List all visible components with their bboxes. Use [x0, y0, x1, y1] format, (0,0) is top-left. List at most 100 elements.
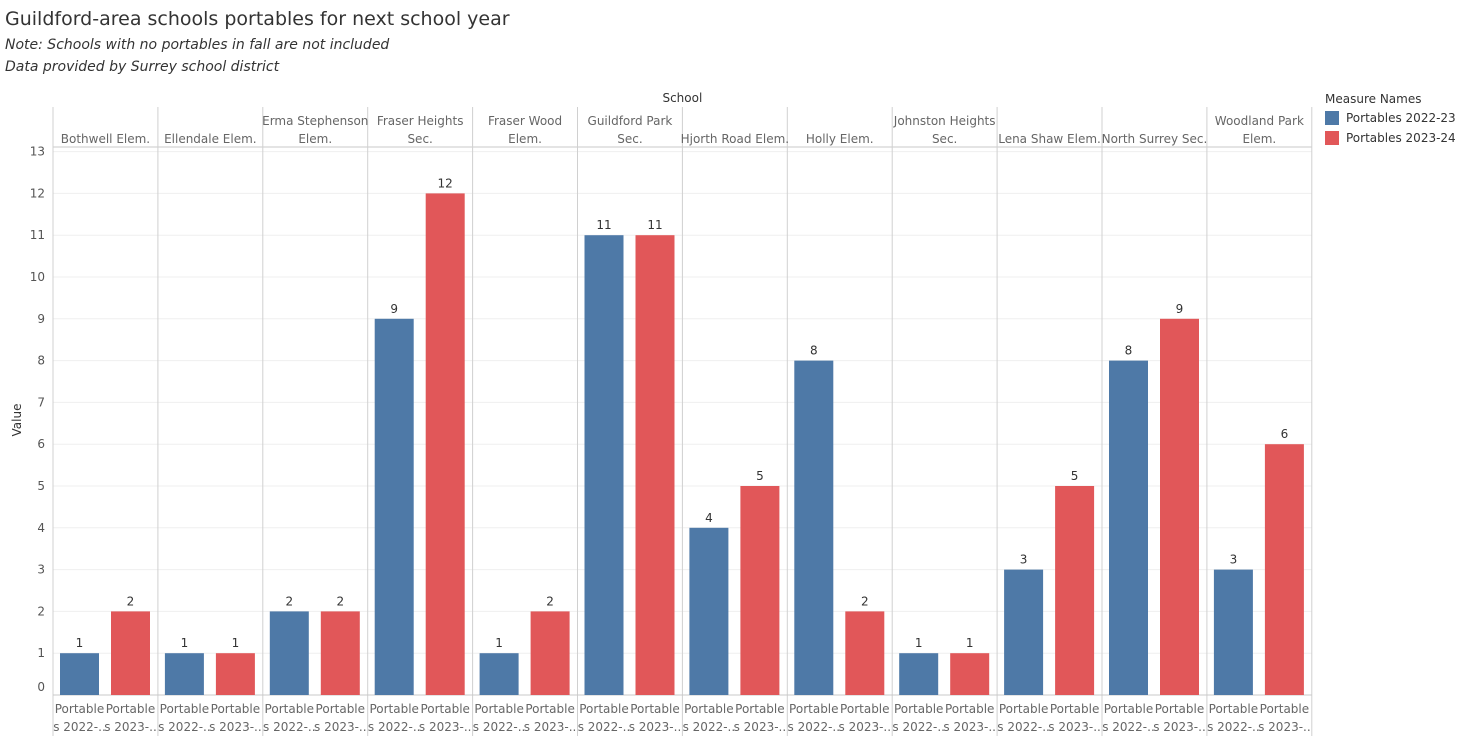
data-label: 6: [1281, 427, 1289, 441]
school-header-label: Holly Elem.: [806, 132, 874, 146]
x-tick-label: Portable: [1155, 702, 1204, 716]
chart-title: Guildford-area schools portables for nex…: [5, 8, 510, 30]
bar: [1055, 486, 1095, 695]
x-tick-label: Portable: [420, 702, 469, 716]
y-tick-label: 7: [37, 395, 45, 409]
bar: [584, 235, 624, 695]
chart-source: Data provided by Surrey school district: [5, 59, 280, 75]
x-tick-label: s 2022-..: [683, 720, 736, 734]
x-tick-label: s 2022-..: [788, 720, 841, 734]
legend-title: Measure Names: [1325, 92, 1422, 106]
x-tick-label: Portable: [525, 702, 574, 716]
y-tick-label: 8: [37, 354, 45, 368]
y-tick-label: 9: [37, 312, 45, 326]
legend-item-2022-23[interactable]: Portables 2022-23: [1325, 108, 1456, 128]
legend-label-2022-23: Portables 2022-23: [1346, 111, 1456, 125]
data-label: 9: [1176, 302, 1184, 316]
x-tick-label: s 2023-..: [734, 720, 787, 734]
bar: [635, 235, 675, 695]
data-label: 1: [181, 636, 189, 650]
bar: [479, 653, 519, 695]
legend-label-2023-24: Portables 2023-24: [1346, 131, 1456, 145]
bar: [899, 653, 939, 695]
data-label: 3: [1230, 553, 1238, 567]
x-tick-label: s 2023-..: [1258, 720, 1311, 734]
bar: [1264, 444, 1304, 695]
x-tick-label: Portable: [160, 702, 209, 716]
data-label: 2: [336, 594, 344, 608]
bar: [845, 611, 885, 695]
school-header-label: North Surrey Sec.: [1102, 132, 1208, 146]
school-header-label: Fraser Wood: [488, 114, 562, 128]
bar: [950, 653, 990, 695]
x-tick-label: Portable: [579, 702, 628, 716]
bar: [60, 653, 99, 695]
bar: [215, 653, 255, 695]
x-tick-label: Portable: [106, 702, 155, 716]
y-tick-label: 0: [37, 680, 45, 694]
x-tick-label: Portable: [474, 702, 523, 716]
data-label: 8: [810, 344, 818, 358]
x-tick-label: s 2022-..: [578, 720, 631, 734]
data-label: 1: [915, 636, 923, 650]
y-tick-label: 1: [37, 646, 45, 660]
school-header-label: Lena Shaw Elem.: [998, 132, 1101, 146]
bar: [164, 653, 204, 695]
data-label: 5: [756, 469, 764, 483]
bar: [1004, 569, 1044, 695]
x-tick-label: s 2022-..: [892, 720, 945, 734]
x-tick-label: s 2023-..: [209, 720, 262, 734]
x-tick-label: s 2023-..: [419, 720, 472, 734]
data-label: 2: [285, 594, 293, 608]
x-tick-label: Portable: [684, 702, 733, 716]
data-label: 3: [1020, 553, 1028, 567]
x-tick-label: Portable: [316, 702, 365, 716]
bar: [1160, 318, 1199, 695]
school-header-label: Sec.: [617, 132, 642, 146]
y-tick-label: 10: [30, 270, 45, 284]
bar: [111, 611, 150, 695]
legend[interactable]: Measure Names Portables 2022-23 Portable…: [1325, 92, 1456, 148]
x-tick-label: Portable: [211, 702, 260, 716]
x-tick-label: s 2022-..: [997, 720, 1050, 734]
data-label: 2: [861, 594, 869, 608]
school-header-label: Woodland Park: [1215, 114, 1304, 128]
x-tick-label: s 2023-..: [1153, 720, 1206, 734]
x-tick-label: s 2022-..: [53, 720, 106, 734]
school-header-label: Elem.: [508, 132, 542, 146]
school-header-label: Elem.: [298, 132, 332, 146]
x-tick-label: Portable: [840, 702, 889, 716]
data-label: 2: [546, 594, 554, 608]
bar: [269, 611, 309, 695]
x-tick-label: s 2022-..: [1102, 720, 1155, 734]
bar: [320, 611, 360, 695]
y-tick-label: 5: [37, 479, 45, 493]
bar: [1213, 569, 1253, 695]
data-label: 1: [966, 636, 974, 650]
x-tick-label: s 2023-..: [524, 720, 577, 734]
x-tick-label: s 2022-..: [263, 720, 316, 734]
school-header-label: Erma Stephenson: [262, 114, 368, 128]
legend-swatch-2022-23: [1325, 111, 1339, 125]
y-tick-label: 13: [30, 145, 45, 159]
x-tick-label: Portable: [630, 702, 679, 716]
x-tick-label: Portable: [265, 702, 314, 716]
school-header-label: Ellendale Elem.: [164, 132, 257, 146]
y-tick-label: 2: [37, 604, 45, 618]
data-label: 5: [1071, 469, 1079, 483]
bar: [425, 193, 465, 695]
data-label: 11: [596, 218, 611, 232]
x-tick-label: Portable: [1104, 702, 1153, 716]
data-label: 1: [76, 636, 84, 650]
x-tick-label: Portable: [1209, 702, 1258, 716]
bar: [740, 486, 780, 695]
x-tick-label: Portable: [55, 702, 104, 716]
legend-item-2023-24[interactable]: Portables 2023-24: [1325, 128, 1456, 148]
school-header-label: Hjorth Road Elem.: [681, 132, 790, 146]
data-label: 1: [495, 636, 503, 650]
x-tick-label: s 2022-..: [1207, 720, 1260, 734]
x-tick-label: Portable: [945, 702, 994, 716]
x-tick-label: s 2023-..: [943, 720, 996, 734]
school-header-label: Fraser Heights: [377, 114, 464, 128]
bar: [1109, 360, 1148, 695]
